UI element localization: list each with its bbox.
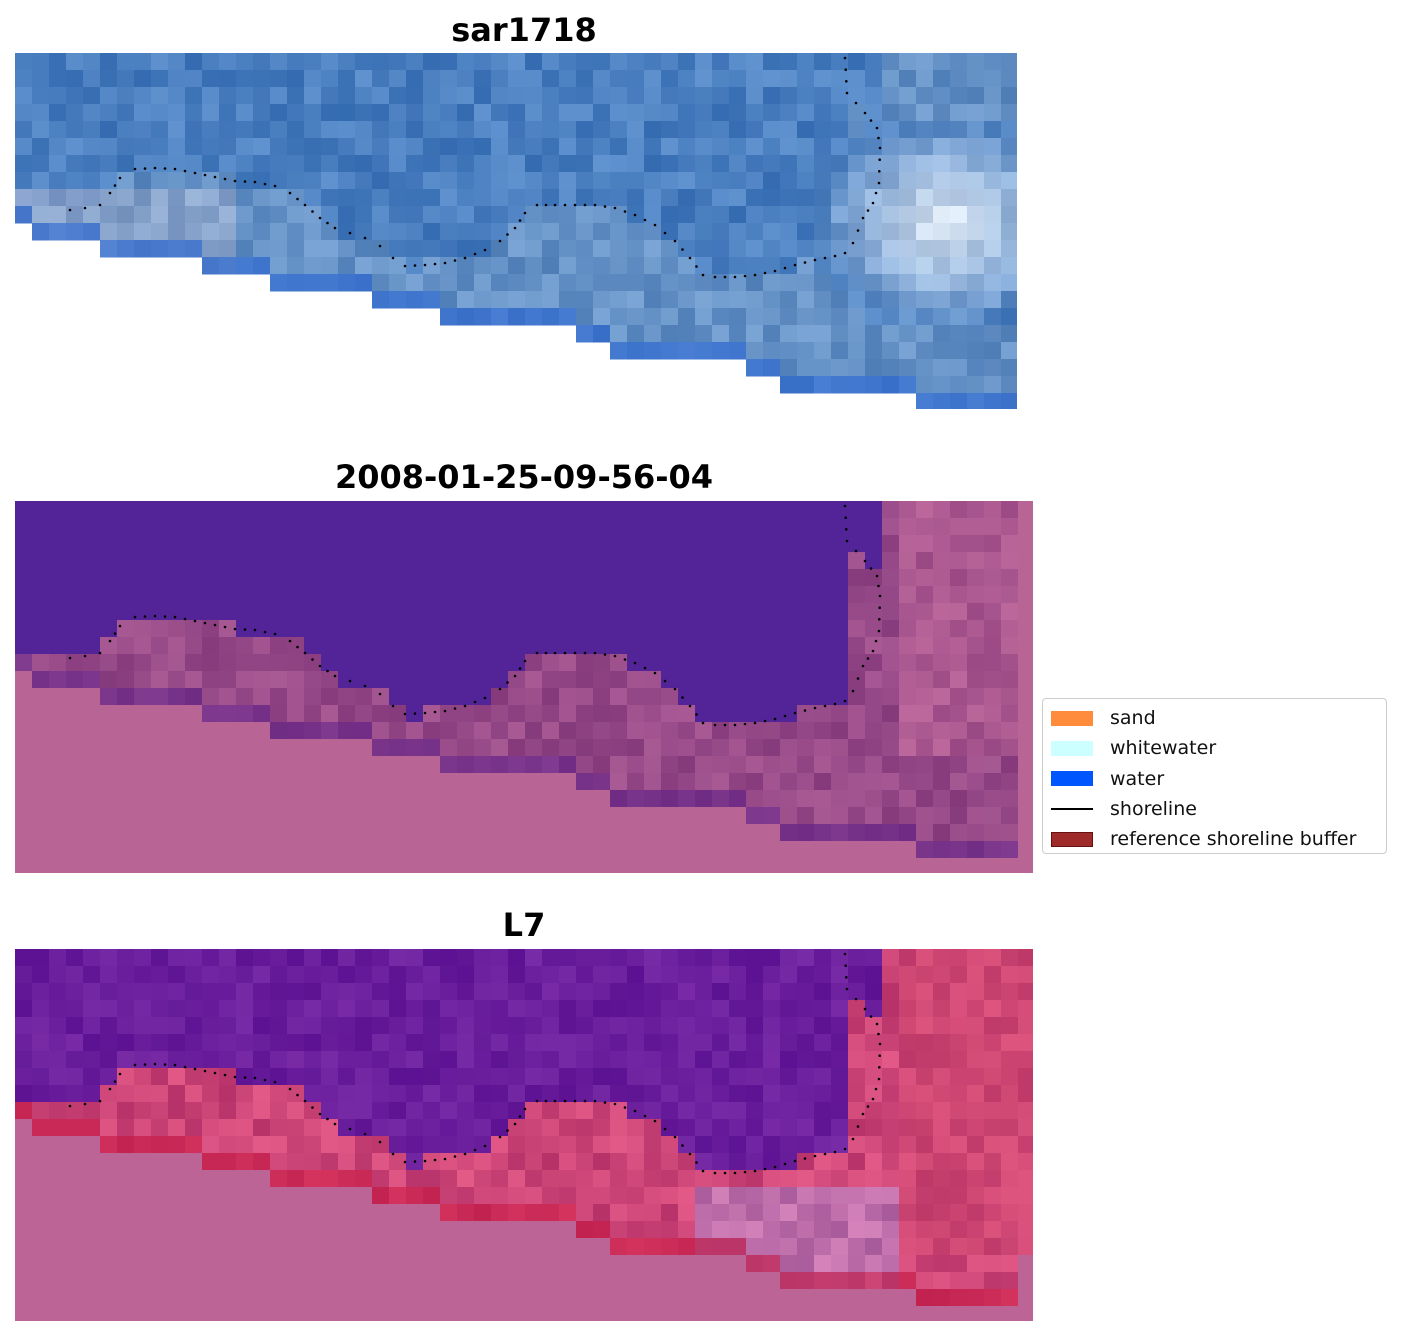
- legend-item-buffer: reference shoreline buffer: [1051, 824, 1386, 854]
- shoreline-line-marker: [1051, 808, 1093, 811]
- legend-label: shoreline: [1110, 798, 1197, 821]
- legend-item-water: water: [1051, 764, 1386, 794]
- legend-item-sand: sand: [1051, 703, 1386, 733]
- sar-image: [15, 53, 1017, 409]
- classified-image: [15, 501, 1033, 873]
- panel-title-l7: L7: [502, 906, 546, 944]
- legend-label: sand: [1110, 707, 1156, 730]
- classified-shoreline: [68, 504, 882, 727]
- l7-shoreline: [68, 952, 882, 1175]
- legend-item-whitewater: whitewater: [1051, 733, 1386, 763]
- sand-swatch: [1051, 710, 1093, 726]
- panel-title-date: 2008-01-25-09-56-04: [334, 458, 714, 496]
- l7-image: [15, 949, 1033, 1321]
- water-swatch: [1051, 771, 1093, 787]
- sar-shoreline: [68, 56, 882, 279]
- legend-label: whitewater: [1110, 737, 1217, 760]
- panel-title-sar: sar1718: [451, 11, 597, 49]
- legend-label: water: [1110, 767, 1165, 790]
- legend-item-shoreline: shoreline: [1051, 794, 1386, 824]
- buffer-swatch: [1051, 831, 1093, 847]
- legend: sand whitewater water shoreline referenc…: [1042, 698, 1387, 854]
- legend-label: reference shoreline buffer: [1110, 828, 1357, 851]
- whitewater-swatch: [1051, 740, 1093, 756]
